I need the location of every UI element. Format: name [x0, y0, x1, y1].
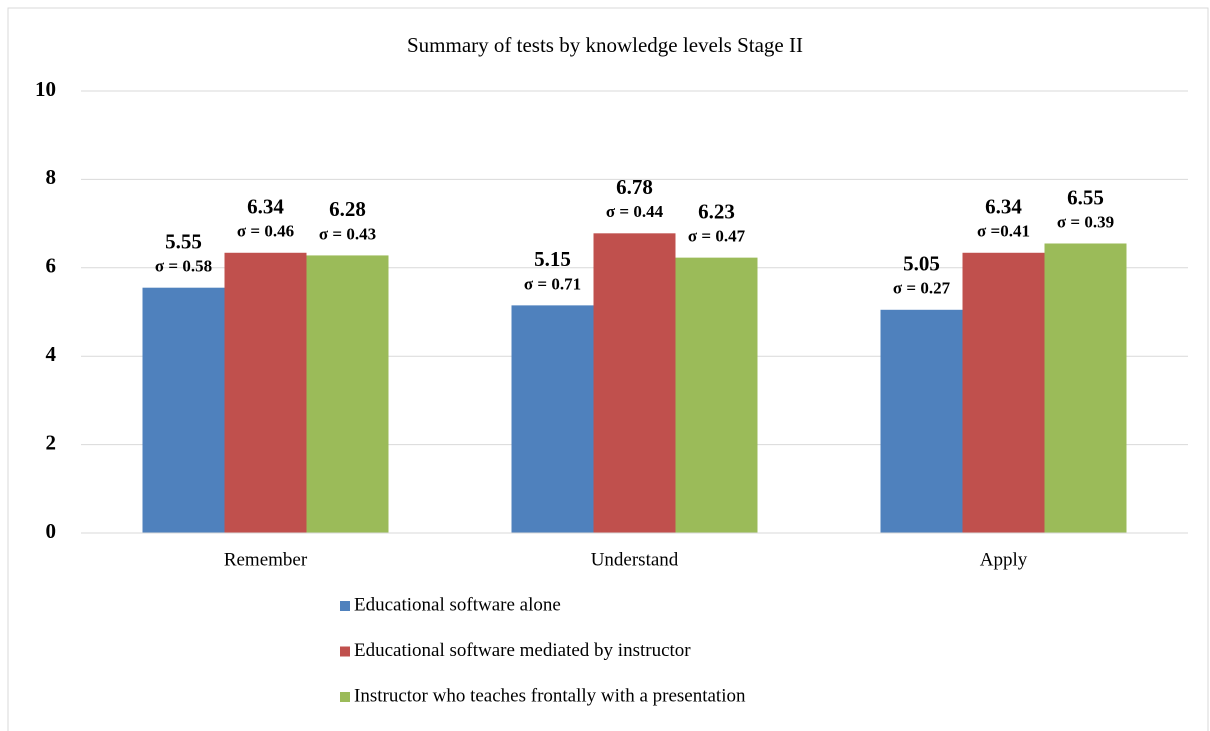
legend-swatch	[340, 692, 350, 702]
bar	[1044, 243, 1127, 534]
legend-label: Educational software alone	[354, 594, 561, 615]
sd-label: σ = 0.44	[606, 202, 664, 221]
x-tick-label: Remember	[224, 549, 308, 570]
y-tick-label: 6	[46, 254, 57, 278]
value-label: 6.55	[1067, 185, 1104, 209]
value-label: 5.05	[903, 252, 940, 276]
chart-border	[7, 7, 1209, 731]
bar	[593, 233, 676, 533]
y-tick-label: 10	[35, 77, 56, 101]
x-tick-label: Apply	[980, 549, 1028, 570]
chart-title: Summary of tests by knowledge levels Sta…	[407, 33, 803, 57]
bar	[880, 309, 963, 533]
value-label: 6.28	[329, 197, 366, 221]
sd-label: σ = 0.58	[155, 257, 212, 276]
value-label: 6.34	[247, 195, 284, 219]
value-label: 6.78	[616, 175, 653, 199]
y-tick-label: 8	[46, 165, 57, 189]
sd-label: σ = 0.71	[524, 274, 581, 293]
sd-label: σ = 0.43	[319, 224, 376, 243]
legend-label: Instructor who teaches frontally with a …	[354, 685, 746, 706]
sd-label: σ = 0.27	[893, 279, 951, 298]
bar	[675, 257, 758, 533]
x-tick-label: Understand	[591, 549, 679, 570]
sd-label: σ = 0.46	[237, 222, 294, 241]
legend-swatch	[340, 601, 350, 611]
y-tick-label: 0	[46, 519, 57, 543]
bar	[962, 252, 1045, 533]
y-tick-label: 2	[46, 430, 57, 454]
sd-label: σ = 0.39	[1057, 212, 1114, 231]
bar	[306, 255, 389, 533]
bar	[511, 305, 594, 533]
value-label: 5.15	[534, 247, 571, 271]
value-label: 5.55	[165, 230, 202, 254]
sd-label: σ =0.41	[977, 222, 1030, 241]
legend-label: Educational software mediated by instruc…	[354, 640, 691, 661]
sd-label: σ = 0.47	[688, 227, 746, 246]
bar	[142, 287, 225, 533]
y-tick-label: 4	[46, 342, 57, 366]
legend-swatch	[340, 646, 350, 657]
value-label: 6.34	[985, 195, 1022, 219]
bar	[224, 252, 307, 533]
value-label: 6.23	[698, 199, 735, 223]
